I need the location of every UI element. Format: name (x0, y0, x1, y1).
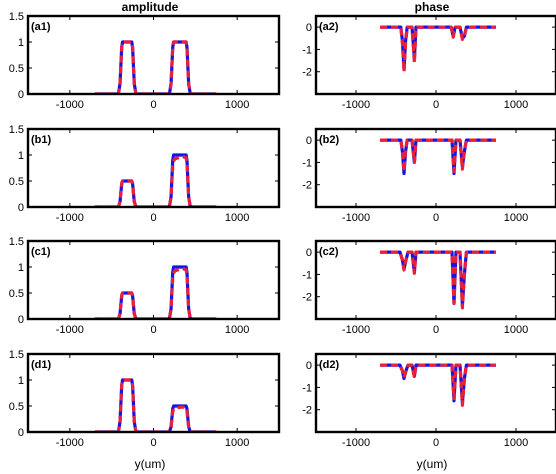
series-line-a1-2 (94, 40, 217, 94)
panel-label-d2: (d2) (319, 359, 340, 371)
series-line-d2-2 (380, 363, 496, 407)
y-tick-label-d1: 1 (18, 375, 24, 387)
panel-d2: -1000 0 1000 -2 -1 0 (d2) (302, 352, 556, 449)
series-line-b1-2 (94, 154, 217, 207)
y-tick-label-c2: 0 (306, 247, 312, 259)
y-tick-label-d2: 0 (306, 360, 312, 372)
x-tick-label-a2: 1000 (504, 99, 528, 111)
series-line-b1-1 (94, 153, 217, 207)
panel-a1: -1000 0 1000 0 0.5 1 1.5 (a1) (9, 11, 281, 111)
x-tick-label-a2: 0 (433, 99, 439, 111)
series-line-c1-2 (94, 266, 217, 319)
y-tick-label-b1: 0 (18, 202, 24, 214)
x-tick-label-b2: 0 (433, 212, 439, 224)
series-line-a1-1 (94, 40, 217, 94)
y-tick-label-d2: -2 (302, 405, 312, 417)
y-tick-label-c2: -1 (302, 269, 312, 281)
y-tick-label-a1: 1.5 (9, 11, 24, 23)
y-tick-label-a1: 0.5 (9, 63, 24, 75)
y-tick-label-a1: 1 (18, 37, 24, 49)
x-tick-label-d1: -1000 (56, 437, 84, 449)
x-tick-label-c2: -1000 (342, 324, 370, 336)
y-tick-label-c1: 0 (18, 314, 24, 326)
x-tick-label-b2: 1000 (504, 212, 528, 224)
axes-frame-c1 (26, 239, 281, 321)
axes-frame-b1 (26, 127, 281, 209)
panel-b2: -1000 0 1000 -2 -1 0 (b2) (302, 127, 556, 224)
x-tick-label-a1: 1000 (225, 99, 249, 111)
panel-d1: -1000 0 1000 0 0.5 1 1.5 (d1) (9, 349, 281, 449)
panel-b1: -1000 0 1000 0 0.5 1 1.5 (b1) (9, 124, 281, 224)
series-line-c2-2 (380, 250, 496, 310)
y-tick-label-a2: 0 (306, 22, 312, 34)
y-tick-label-b2: 0 (306, 135, 312, 147)
x-axis-title-left: y(um) (135, 457, 166, 471)
amplitude-column-title: amplitude (122, 0, 179, 14)
panel-label-d1: (d1) (31, 359, 52, 371)
series-line-d2-1 (380, 363, 496, 405)
axes-frame-a1 (26, 14, 281, 96)
x-tick-label-d2: 0 (433, 437, 439, 449)
x-tick-label-d2: 1000 (504, 437, 528, 449)
y-tick-label-c1: 1 (18, 262, 24, 274)
axes-frame-d1 (26, 352, 281, 434)
y-tick-label-d2: -1 (302, 382, 312, 394)
series-line-c2-1 (380, 250, 496, 308)
series-line-a2-2 (380, 25, 496, 74)
x-tick-label-a2: -1000 (342, 99, 370, 111)
panel-label-c2: (c2) (319, 246, 339, 258)
x-tick-label-c2: 1000 (504, 324, 528, 336)
y-tick-label-d1: 1.5 (9, 349, 24, 361)
panel-a2: -1000 0 1000 -2 -1 0 (a2) (302, 14, 556, 111)
panel-label-c1: (c1) (31, 246, 51, 258)
x-tick-label-c2: 0 (433, 324, 439, 336)
panel-label-b1: (b1) (31, 134, 52, 146)
panel-label-a1: (a1) (31, 21, 51, 33)
y-tick-label-c2: -2 (302, 292, 312, 304)
x-tick-label-a1: 0 (150, 99, 156, 111)
series-line-a2-1 (380, 25, 496, 72)
x-tick-label-b1: 1000 (225, 212, 249, 224)
panel-label-a2: (a2) (319, 21, 339, 33)
phase-column-title: phase (415, 0, 450, 14)
y-tick-label-c1: 0.5 (9, 288, 24, 300)
x-tick-label-c1: 0 (150, 324, 156, 336)
y-tick-label-a2: -1 (302, 44, 312, 56)
x-tick-label-c1: -1000 (56, 324, 84, 336)
series-line-c1-1 (94, 265, 217, 319)
x-tick-label-a1: -1000 (56, 99, 84, 111)
panel-c1: -1000 0 1000 0 0.5 1 1.5 (c1) (9, 236, 281, 336)
y-tick-label-c1: 1.5 (9, 236, 24, 248)
x-tick-label-b1: -1000 (56, 212, 84, 224)
x-tick-label-b2: -1000 (342, 212, 370, 224)
x-tick-label-c1: 1000 (225, 324, 249, 336)
series-line-b2-2 (380, 138, 496, 173)
x-tick-label-d1: 0 (150, 437, 156, 449)
y-tick-label-d1: 0 (18, 427, 24, 439)
series-line-d1-1 (94, 378, 217, 432)
y-tick-label-b1: 1 (18, 150, 24, 162)
x-tick-label-d1: 1000 (225, 437, 249, 449)
series-line-d1-2 (94, 378, 217, 432)
y-tick-label-d1: 0.5 (9, 401, 24, 413)
y-tick-label-a1: 0 (18, 89, 24, 101)
panel-label-b2: (b2) (319, 134, 340, 146)
x-tick-label-b1: 0 (150, 212, 156, 224)
y-tick-label-b1: 1.5 (9, 124, 24, 136)
x-axis-title-right: y(um) (417, 457, 448, 471)
y-tick-label-b2: -1 (302, 157, 312, 169)
y-tick-label-a2: -2 (302, 67, 312, 79)
y-tick-label-b1: 0.5 (9, 176, 24, 188)
x-tick-label-d2: -1000 (342, 437, 370, 449)
series-line-b2-1 (380, 138, 496, 176)
y-tick-label-b2: -2 (302, 180, 312, 192)
panel-c2: -1000 0 1000 -2 -1 0 (c2) (302, 239, 556, 336)
